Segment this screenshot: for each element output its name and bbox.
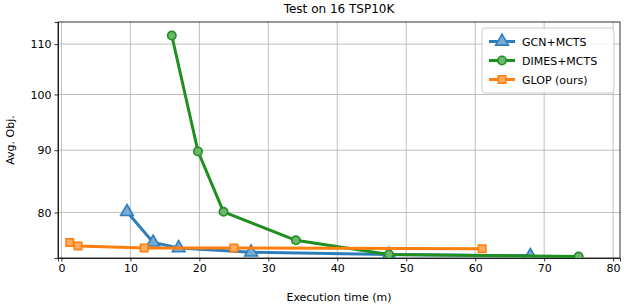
x-grid-line [475,22,476,258]
legend-label: GLOP (ours) [522,74,588,87]
legend-marker [498,76,505,83]
tick-label: 10 [124,262,138,275]
tick-mark [475,258,476,262]
x-grid-line [199,22,200,258]
marker [172,241,185,252]
tick: 10 [124,258,138,275]
chart: 0 10 20 30 40 50 60 70 80 80 90 100 110 GCN+MCTS DIMES… [0,0,624,306]
tick-label: 40 [331,262,345,275]
marker [66,239,73,246]
x-grid-line [337,22,338,258]
tick: 40 [331,258,345,275]
legend-label: DIMES+MCTS [522,55,597,68]
tick-label: 80 [38,206,52,219]
legend-marker [496,34,509,45]
tick-label: 100 [31,89,52,102]
tick-mark [613,258,614,262]
marker [168,31,176,39]
tick-mark [55,212,59,213]
x-axis: 0 10 20 30 40 50 60 70 80 [58,258,620,275]
tick-label: 70 [538,262,552,275]
tick: 100 [31,89,59,102]
tick-mark [199,258,200,262]
marker [194,147,202,155]
marker [219,208,227,216]
x-grid-line [268,22,269,258]
y-grid-line [58,94,620,95]
tick-label: 20 [193,262,207,275]
y-axis-title: Avg. Obj. [4,115,17,165]
tick-label: 90 [38,144,52,157]
title: Test on 16 TSP10K [283,2,396,16]
tick: 50 [400,258,414,275]
tick: 30 [262,258,276,275]
tick: 110 [31,38,59,51]
marker [292,236,300,244]
legend-item: GCN+MCTS [489,34,587,48]
tick: 90 [38,144,59,157]
tick-mark [55,150,59,151]
tick-mark [55,44,59,45]
tick-label: 50 [400,262,414,275]
tick-label: 80 [607,262,621,275]
tick-mark [337,258,338,262]
tick-mark [544,258,545,262]
y-grid-line [58,150,620,151]
x-grid-line [130,22,131,258]
tick-label: 0 [58,262,65,275]
marker [385,250,393,258]
tick-mark [61,258,62,262]
legend: GCN+MCTS DIMES+MCTS GLOP (ours) [482,28,614,93]
marker [74,242,81,249]
marker [574,252,582,258]
series-line [70,242,482,248]
plot: 0 10 20 30 40 50 60 70 80 80 90 100 110 GCN+MCTS DIMES… [31,22,621,275]
tick: 20 [193,258,207,275]
marker [478,245,485,252]
legend-item: DIMES+MCTS [489,55,597,68]
marker [147,235,160,246]
y-axis: 80 90 100 110 [31,23,59,259]
tick: 0 [58,258,65,275]
tick-mark [268,258,269,262]
x-grid-line [406,22,407,258]
legend-item: GLOP (ours) [489,74,588,87]
plot-frame [58,22,620,258]
tick-label: 110 [31,38,52,51]
tick-label: 60 [469,262,483,275]
tick-mark [406,258,407,262]
legend-label: GCN+MCTS [522,36,587,49]
x-grid-line [61,22,62,258]
legend-box [482,28,614,93]
marker [230,244,237,251]
y-grid-line [58,212,620,213]
legend-marker [498,56,506,64]
marker [121,204,134,215]
tick: 80 [38,206,59,219]
tick: 80 [607,258,621,275]
tick-label: 30 [262,262,276,275]
x-axis-title: Execution time (m) [286,291,391,304]
tick: 60 [469,258,483,275]
tick-mark [55,95,59,96]
tick: 70 [538,258,552,275]
grid [58,22,620,258]
marker [140,244,147,251]
tick-mark [130,258,131,262]
axis-line [59,259,621,262]
